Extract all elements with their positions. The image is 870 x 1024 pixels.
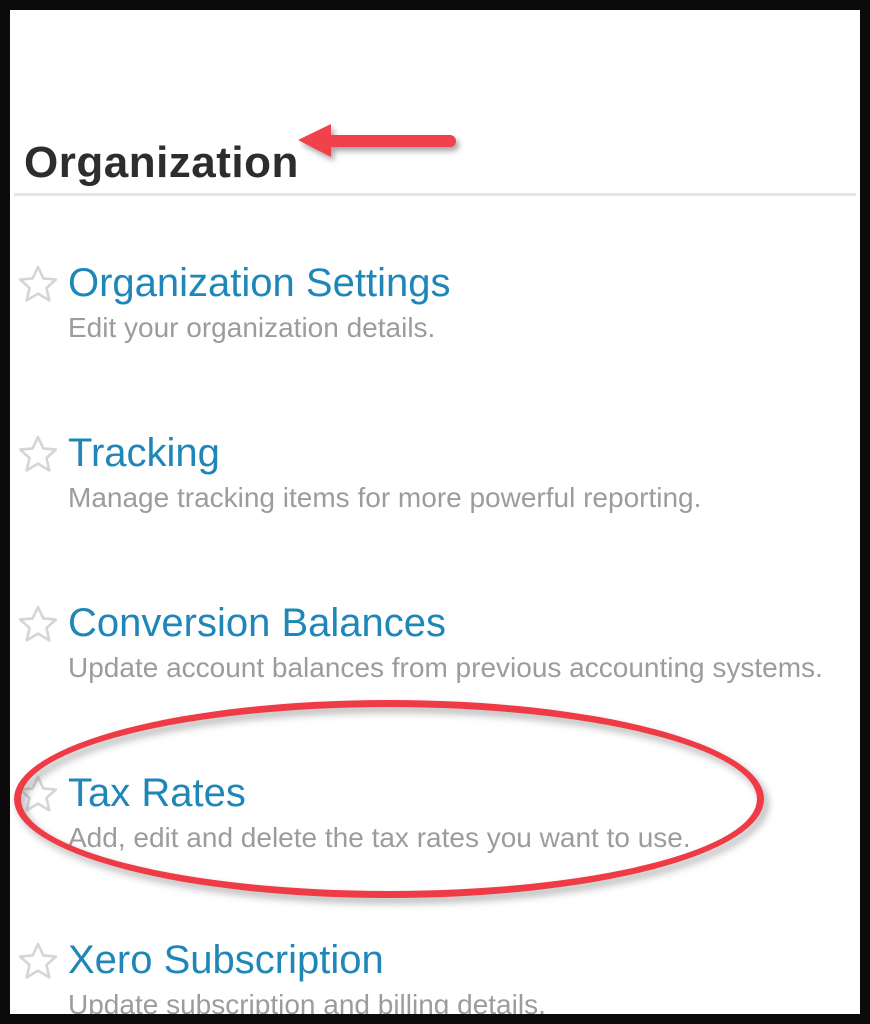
- red-arrow-annotation: [298, 124, 456, 157]
- description-xero-subscription: Update subscription and billing details.: [68, 989, 546, 1020]
- description-tracking: Manage tracking items for more powerful …: [68, 482, 702, 513]
- settings-item-tracking: Tracking Manage tracking items for more …: [18, 430, 852, 514]
- star-icon[interactable]: [18, 265, 60, 303]
- description-tax-rates: Add, edit and delete the tax rates you w…: [68, 822, 691, 853]
- settings-item-xero-subscription: Xero Subscription Update subscription an…: [18, 937, 852, 1020]
- settings-item-tax-rates: Tax Rates Add, edit and delete the tax r…: [18, 770, 852, 854]
- section-divider: [14, 193, 856, 196]
- star-icon[interactable]: [18, 435, 60, 473]
- star-icon[interactable]: [18, 942, 60, 980]
- red-arrow-head: [298, 124, 331, 157]
- link-conversion-balances[interactable]: Conversion Balances: [68, 601, 446, 645]
- link-organization-settings[interactable]: Organization Settings: [68, 261, 451, 305]
- page-title: Organization: [24, 138, 299, 188]
- settings-item-organization-settings: Organization Settings Edit your organiza…: [18, 260, 852, 344]
- settings-item-conversion-balances: Conversion Balances Update account balan…: [18, 600, 852, 684]
- description-conversion-balances: Update account balances from previous ac…: [68, 652, 823, 683]
- link-tracking[interactable]: Tracking: [68, 431, 220, 475]
- star-icon[interactable]: [18, 775, 60, 813]
- red-arrow-shaft: [328, 135, 456, 147]
- link-tax-rates[interactable]: Tax Rates: [68, 771, 246, 815]
- description-organization-settings: Edit your organization details.: [68, 312, 436, 343]
- star-icon[interactable]: [18, 605, 60, 643]
- link-xero-subscription[interactable]: Xero Subscription: [68, 938, 384, 982]
